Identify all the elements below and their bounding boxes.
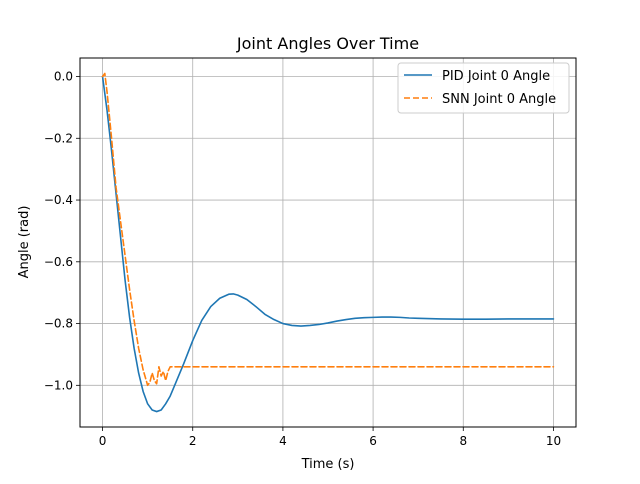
x-tick-label: 8 (459, 434, 467, 448)
legend-box (397, 62, 570, 114)
x-tick-label: 0 (99, 434, 107, 448)
y-tick-label: 0.0 (54, 70, 73, 84)
y-tick-label: −0.6 (44, 255, 73, 269)
x-tick-label: 4 (279, 434, 287, 448)
series-line-snn (101, 72, 555, 387)
x-tick-label: 6 (369, 434, 377, 448)
series-line-pid (101, 75, 555, 413)
y-tick-label: −1.0 (44, 378, 73, 392)
legend-label-pid: PID Joint 0 Angle (442, 69, 550, 84)
x-axis-ticks: 0 2 4 6 8 10 (99, 427, 561, 448)
y-tick-label: −0.8 (44, 317, 73, 331)
legend: PID Joint 0 Angle SNN Joint 0 Angle (397, 62, 570, 114)
x-tick-label: 2 (189, 434, 197, 448)
y-axis-label: Angle (rad) (17, 206, 32, 279)
series-layer (101, 72, 555, 413)
legend-label-snn: SNN Joint 0 Angle (442, 92, 556, 107)
plot-frame (79, 57, 577, 428)
y-tick-label: −0.2 (44, 131, 73, 145)
x-axis-label: Time (s) (301, 457, 355, 472)
x-tick-label: 10 (546, 434, 561, 448)
chart-title: Joint Angles Over Time (236, 34, 419, 53)
y-tick-label: −0.4 (44, 193, 73, 207)
y-axis-ticks: 0.0 −0.2 −0.4 −0.6 −0.8 −1.0 (44, 70, 80, 392)
